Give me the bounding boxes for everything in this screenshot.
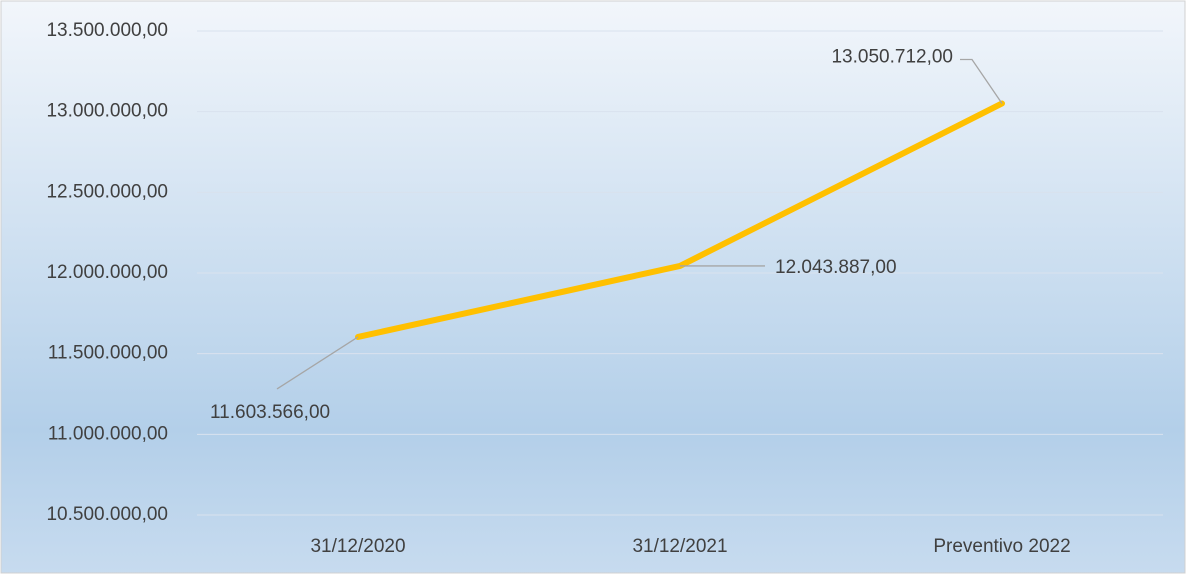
x-tick-label: 31/12/2021 — [632, 536, 727, 557]
x-tick-label: Preventivo 2022 — [933, 536, 1070, 557]
leader-line — [960, 58, 1003, 104]
y-tick-label: 10.500.000,00 — [46, 504, 168, 525]
y-tick-label: 11.000.000,00 — [48, 423, 168, 444]
y-tick-label: 13.000.000,00 — [46, 101, 168, 122]
leader-line — [276, 336, 359, 390]
data-label: 12.043.887,00 — [775, 257, 897, 278]
y-tick-label: 12.500.000,00 — [46, 181, 168, 202]
y-tick-label: 13.500.000,00 — [46, 20, 168, 41]
y-tick-label: 12.000.000,00 — [46, 262, 168, 283]
data-label: 11.603.566,00 — [210, 402, 330, 423]
y-tick-label: 11.500.000,00 — [48, 343, 168, 364]
data-label: 13.050.712,00 — [831, 47, 953, 68]
x-tick-label: 31/12/2020 — [310, 536, 405, 557]
